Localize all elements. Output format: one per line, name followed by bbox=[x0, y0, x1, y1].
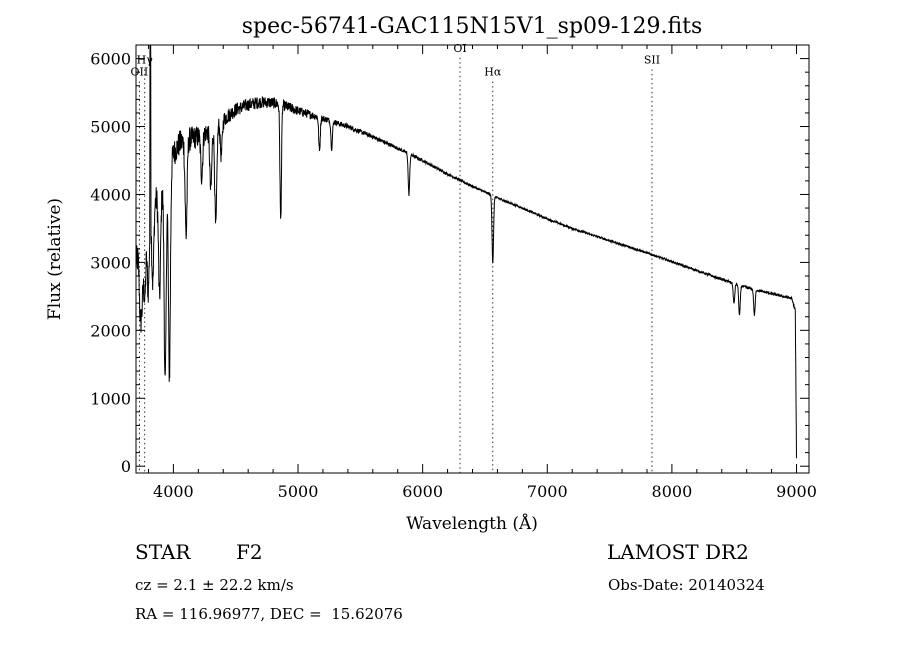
x-tick-label: 7000 bbox=[527, 482, 568, 501]
chart-title: spec-56741-GAC115N15V1_sp09-129.fits bbox=[242, 14, 703, 39]
x-tick-label: 9000 bbox=[776, 482, 817, 501]
y-tick-label: 0 bbox=[121, 457, 131, 476]
y-tick-label: 4000 bbox=[90, 185, 131, 204]
y-axis-label: Flux (relative) bbox=[45, 198, 65, 320]
x-tick-label: 5000 bbox=[278, 482, 319, 501]
marker-label: OI bbox=[453, 42, 466, 55]
marker-label: Hγ bbox=[137, 53, 154, 66]
object-class: STAR bbox=[135, 540, 191, 564]
y-axis: 0 1000 2000 3000 4000 5000 6000 bbox=[90, 50, 809, 476]
marker-label: Hα bbox=[484, 66, 502, 79]
redshift-text: cz = 2.1 ± 22.2 km/s bbox=[135, 576, 294, 594]
object-subclass: F2 bbox=[236, 540, 263, 564]
obs-date-text: Obs-Date: 20140324 bbox=[608, 576, 765, 594]
coordinates-text: RA = 116.96977, DEC = 15.62076 bbox=[135, 605, 403, 623]
x-tick-label: 8000 bbox=[652, 482, 693, 501]
footer-info: STAR F2 LAMOST DR2 cz = 2.1 ± 22.2 km/s … bbox=[135, 540, 765, 623]
survey-name: LAMOST DR2 bbox=[607, 540, 749, 564]
x-tick-label: 6000 bbox=[402, 482, 443, 501]
y-tick-label: 5000 bbox=[90, 118, 131, 137]
y-tick-label: 3000 bbox=[90, 253, 131, 272]
spectrum-line bbox=[135, 44, 797, 459]
x-axis-label: Wavelength (Å) bbox=[406, 513, 538, 534]
x-tick-label: 4000 bbox=[153, 482, 194, 501]
y-tick-label: 6000 bbox=[90, 50, 131, 69]
y-tick-label: 1000 bbox=[90, 389, 131, 408]
marker-label: SII bbox=[644, 53, 660, 66]
y-tick-label: 2000 bbox=[90, 321, 131, 340]
x-axis: 4000 5000 6000 7000 8000 9000 bbox=[147, 45, 817, 501]
